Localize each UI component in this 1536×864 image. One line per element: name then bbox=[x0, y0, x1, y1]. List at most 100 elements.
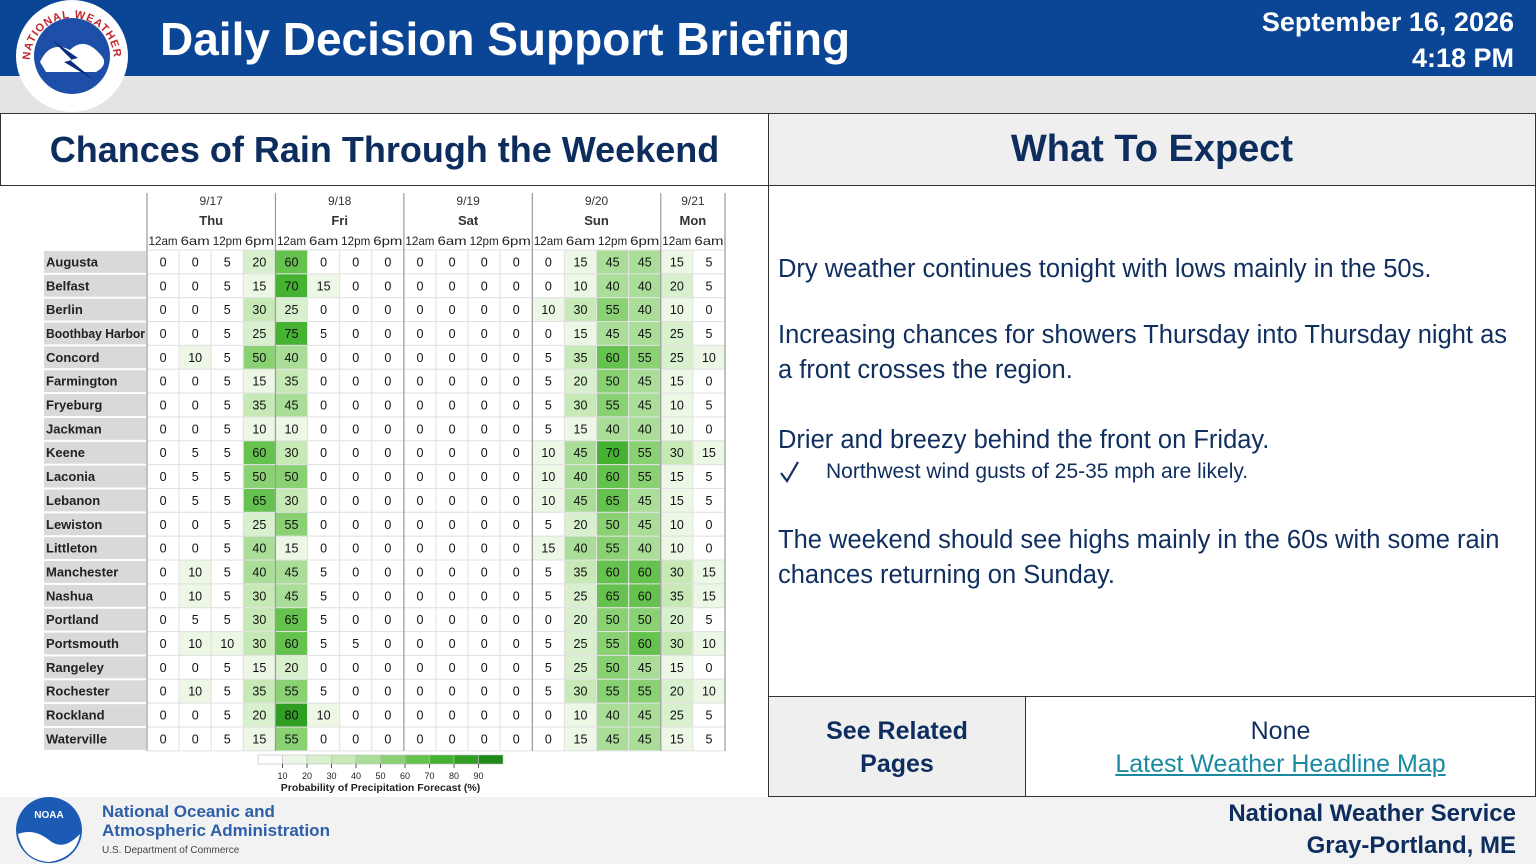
pop-value: 0 bbox=[320, 518, 327, 532]
pop-value: 40 bbox=[638, 542, 652, 556]
pop-value: 0 bbox=[384, 351, 391, 365]
pop-value: 5 bbox=[545, 375, 552, 389]
pop-value: 45 bbox=[574, 446, 588, 460]
pop-value: 0 bbox=[513, 661, 520, 675]
pop-value: 0 bbox=[481, 446, 488, 460]
pop-value: 0 bbox=[545, 613, 552, 627]
location-name: Boothbay Harbor bbox=[46, 326, 145, 341]
pop-value: 45 bbox=[574, 494, 588, 508]
pop-value: 15 bbox=[574, 732, 588, 746]
pop-value: 10 bbox=[188, 351, 202, 365]
pop-value: 45 bbox=[638, 255, 652, 269]
pop-value: 0 bbox=[384, 637, 391, 651]
pop-value: 55 bbox=[638, 685, 652, 699]
pop-value: 0 bbox=[513, 613, 520, 627]
pop-value: 0 bbox=[160, 351, 167, 365]
pop-value: 75 bbox=[285, 327, 299, 341]
pop-value: 0 bbox=[449, 542, 456, 556]
location-cell bbox=[44, 728, 146, 750]
pop-value: 15 bbox=[702, 565, 716, 579]
pop-value: 0 bbox=[481, 303, 488, 317]
pop-value: 5 bbox=[545, 589, 552, 603]
pop-value: 55 bbox=[606, 303, 620, 317]
location-cell bbox=[44, 704, 146, 726]
paragraph: Increasing chances for showers Thursday … bbox=[778, 321, 1508, 384]
pop-value: 45 bbox=[638, 661, 652, 675]
pop-value: 20 bbox=[670, 279, 684, 293]
time-label: 6am bbox=[694, 234, 723, 248]
pop-value: 5 bbox=[224, 685, 231, 699]
pop-value: 40 bbox=[252, 565, 266, 579]
pop-value: 5 bbox=[320, 613, 327, 627]
pop-value: 80 bbox=[285, 709, 299, 723]
pop-value: 30 bbox=[670, 637, 684, 651]
pop-value: 0 bbox=[416, 303, 423, 317]
pop-value: 0 bbox=[160, 589, 167, 603]
pop-value: 45 bbox=[606, 255, 620, 269]
pop-value: 55 bbox=[606, 542, 620, 556]
location-cell bbox=[44, 561, 146, 583]
pop-value: 0 bbox=[160, 637, 167, 651]
pop-value: 0 bbox=[449, 399, 456, 413]
pop-value: 5 bbox=[545, 565, 552, 579]
legend-tick-label: 60 bbox=[400, 771, 410, 781]
pop-value: 0 bbox=[352, 255, 359, 269]
pop-value: 0 bbox=[513, 709, 520, 723]
pop-value: 40 bbox=[574, 470, 588, 484]
pop-value: 15 bbox=[670, 470, 684, 484]
pop-value: 70 bbox=[606, 446, 620, 460]
pop-value: 5 bbox=[352, 637, 359, 651]
day-name: Sun bbox=[584, 213, 609, 228]
pop-value: 0 bbox=[352, 327, 359, 341]
pop-value: 0 bbox=[481, 732, 488, 746]
headline-map-link[interactable]: Latest Weather Headline Map bbox=[1115, 750, 1446, 778]
pop-value: 0 bbox=[384, 303, 391, 317]
pop-value: 10 bbox=[317, 709, 331, 723]
pop-value: 5 bbox=[320, 327, 327, 341]
legend-swatch bbox=[355, 754, 381, 765]
pop-value: 0 bbox=[192, 279, 199, 293]
pop-value: 10 bbox=[670, 303, 684, 317]
pop-value: 40 bbox=[638, 279, 652, 293]
time-label: 12am bbox=[277, 234, 306, 248]
pop-value: 0 bbox=[513, 255, 520, 269]
location-name: Augusta bbox=[46, 254, 99, 269]
time-label: 6am bbox=[309, 234, 338, 248]
pop-value: 0 bbox=[352, 422, 359, 436]
time-label: 6pm bbox=[502, 234, 531, 248]
pop-value: 0 bbox=[352, 303, 359, 317]
pop-value: 0 bbox=[513, 685, 520, 699]
pop-value: 5 bbox=[545, 351, 552, 365]
pop-value: 0 bbox=[449, 303, 456, 317]
pop-value: 0 bbox=[449, 709, 456, 723]
pop-value: 5 bbox=[545, 661, 552, 675]
pop-value: 65 bbox=[606, 494, 620, 508]
pop-value: 0 bbox=[352, 732, 359, 746]
time-label: 6pm bbox=[630, 234, 659, 248]
pop-value: 15 bbox=[285, 542, 299, 556]
pop-value: 5 bbox=[224, 661, 231, 675]
pop-value: 5 bbox=[192, 446, 199, 460]
pop-value: 0 bbox=[160, 732, 167, 746]
noaa-text: NOAA bbox=[34, 810, 63, 821]
paragraph: The weekend should see highs mainly in t… bbox=[778, 526, 1500, 589]
pop-value: 60 bbox=[606, 470, 620, 484]
pop-value: 0 bbox=[513, 470, 520, 484]
pop-value: 15 bbox=[317, 279, 331, 293]
location-cell bbox=[44, 489, 146, 512]
pop-value: 0 bbox=[352, 279, 359, 293]
pop-value: 0 bbox=[705, 422, 712, 436]
pop-value: 20 bbox=[252, 709, 266, 723]
pop-value: 5 bbox=[705, 327, 712, 341]
pop-value: 0 bbox=[320, 470, 327, 484]
paragraph: Dry weather continues tonight with lows … bbox=[778, 255, 1432, 283]
pop-value: 15 bbox=[574, 327, 588, 341]
time-label: 6am bbox=[438, 234, 467, 248]
day-date: 9/21 bbox=[681, 194, 705, 208]
pop-value: 5 bbox=[224, 255, 231, 269]
pop-value: 10 bbox=[702, 351, 716, 365]
pop-value: 65 bbox=[285, 613, 299, 627]
header-bar bbox=[0, 0, 1536, 76]
pop-value: 0 bbox=[320, 255, 327, 269]
location-name: Nashua bbox=[46, 588, 94, 603]
